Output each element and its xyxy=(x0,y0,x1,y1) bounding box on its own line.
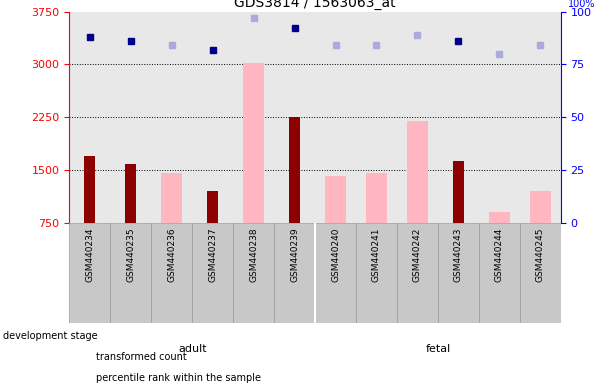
Text: GSM440244: GSM440244 xyxy=(495,228,504,282)
Bar xyxy=(84,156,95,223)
Bar xyxy=(289,117,300,223)
Bar xyxy=(366,174,387,223)
Bar xyxy=(315,223,356,323)
Bar xyxy=(438,223,479,323)
Bar xyxy=(407,121,428,223)
Bar xyxy=(244,63,264,223)
Text: development stage: development stage xyxy=(3,331,98,341)
Bar xyxy=(520,223,561,323)
Bar xyxy=(233,223,274,323)
Bar xyxy=(397,223,438,323)
Text: adult: adult xyxy=(178,344,206,354)
Bar xyxy=(274,223,315,323)
Text: GSM440239: GSM440239 xyxy=(290,228,299,282)
Text: GSM440237: GSM440237 xyxy=(208,228,217,282)
Bar xyxy=(479,223,520,323)
Text: GSM440234: GSM440234 xyxy=(85,228,94,282)
Text: GSM440242: GSM440242 xyxy=(413,228,422,282)
Title: GDS3814 / 1563063_at: GDS3814 / 1563063_at xyxy=(234,0,396,10)
Text: GSM440236: GSM440236 xyxy=(167,228,176,282)
Bar xyxy=(162,174,182,223)
Bar xyxy=(69,223,110,323)
Text: fetal: fetal xyxy=(425,344,450,354)
Text: GSM440241: GSM440241 xyxy=(372,228,381,282)
Text: 100%: 100% xyxy=(568,0,595,9)
Text: GSM440245: GSM440245 xyxy=(536,228,545,282)
Bar xyxy=(325,175,346,223)
Text: GSM440235: GSM440235 xyxy=(126,228,135,282)
Text: GSM440238: GSM440238 xyxy=(249,228,258,282)
Bar xyxy=(207,191,218,223)
Bar xyxy=(489,212,510,223)
Text: percentile rank within the sample: percentile rank within the sample xyxy=(96,373,262,383)
Bar xyxy=(192,223,233,323)
Bar xyxy=(356,223,397,323)
Text: GSM440243: GSM440243 xyxy=(454,228,463,282)
Bar xyxy=(110,223,151,323)
Bar xyxy=(453,161,464,223)
Text: transformed count: transformed count xyxy=(96,352,187,362)
Text: GSM440240: GSM440240 xyxy=(331,228,340,282)
Bar xyxy=(151,223,192,323)
Bar xyxy=(125,164,136,223)
Bar xyxy=(530,191,551,223)
